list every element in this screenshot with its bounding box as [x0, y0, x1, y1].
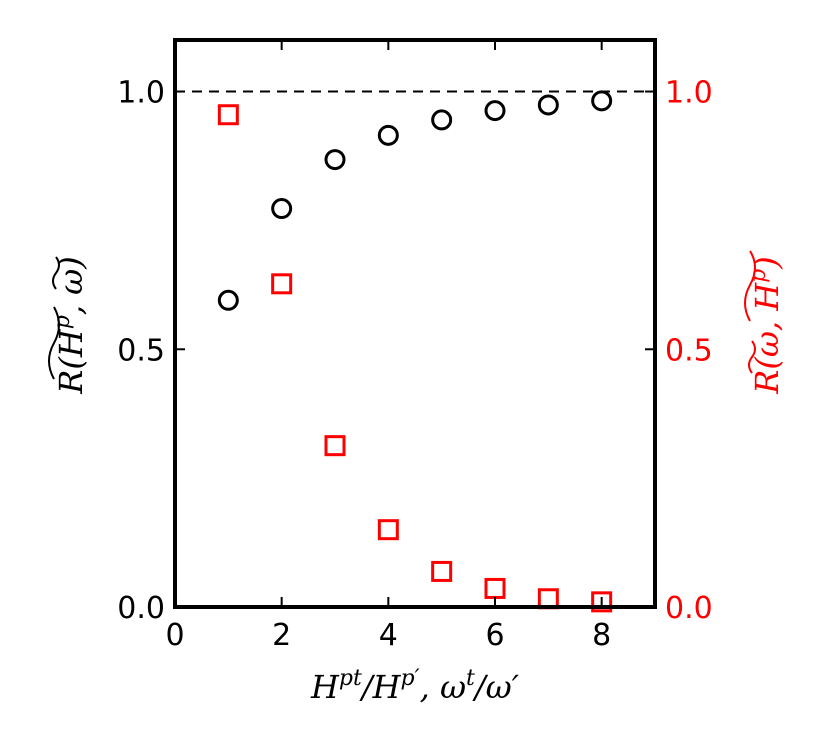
plot-frame — [173, 38, 657, 609]
square-point — [484, 577, 506, 599]
circle-point — [537, 94, 559, 116]
left-y-axis-label: R(Hp, ω) — [48, 256, 90, 395]
circle-point — [431, 109, 453, 131]
chart-marks — [175, 90, 655, 613]
right-y-tick-label: 1.0 — [665, 76, 713, 111]
circle-point — [484, 100, 506, 122]
x-tick-label: 0 — [165, 618, 184, 653]
square-point — [377, 519, 399, 541]
x-tick-label: 8 — [592, 618, 611, 653]
right-y-axis-label: R(ω, Hp) — [744, 250, 786, 395]
tick-group: 0 2 4 6 8 0.0 0.5 1.0 0.0 0.5 1.0 — [117, 40, 713, 653]
svg-text:R(Hp, ω): R(Hp, ω) — [50, 256, 90, 395]
square-point — [217, 104, 239, 126]
x-tick-label: 4 — [379, 618, 398, 653]
x-tick-label: 6 — [485, 618, 504, 653]
circle-point — [271, 198, 293, 220]
square-point — [431, 560, 453, 582]
square-point — [324, 435, 346, 457]
square-point — [591, 591, 613, 613]
right-y-tick-label: 0.0 — [665, 591, 713, 626]
svg-text:R(ω, Hp): R(ω, Hp) — [746, 256, 786, 395]
left-y-tick-label: 1.0 — [117, 76, 165, 111]
left-y-tick-label: 0.5 — [117, 333, 165, 368]
circle-point — [324, 149, 346, 171]
x-axis-label: Hpt/Hp′, ωt/ω′ — [310, 666, 520, 706]
circle-point — [217, 289, 239, 311]
left-y-tick-label: 0.0 — [117, 591, 165, 626]
x-tick-label: 2 — [272, 618, 291, 653]
circle-point — [377, 124, 399, 146]
square-point — [271, 273, 293, 295]
circle-point — [591, 90, 613, 112]
right-y-tick-label: 0.5 — [665, 333, 713, 368]
